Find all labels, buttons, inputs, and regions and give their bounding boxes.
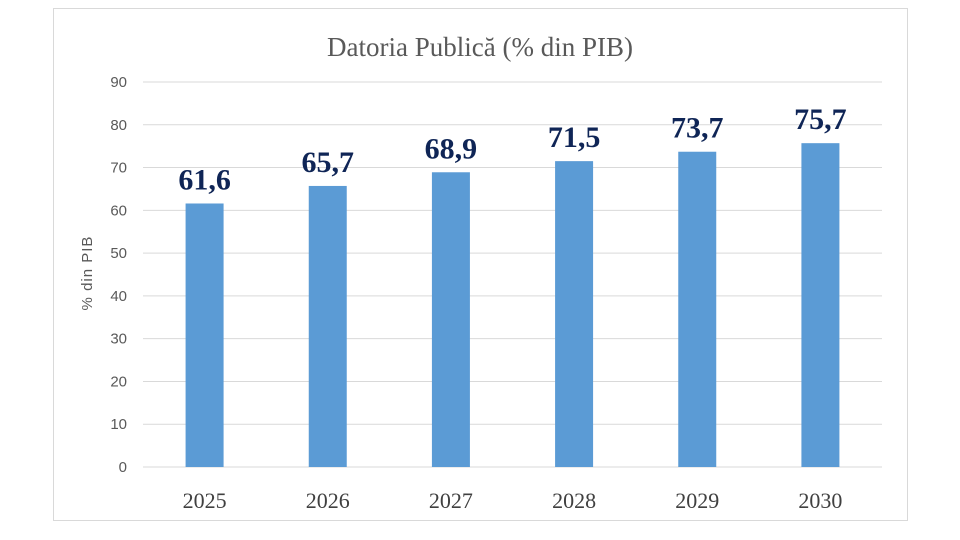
bar-2026 <box>308 185 347 467</box>
y-tick-label: 70 <box>110 160 127 177</box>
y-tick-label: 60 <box>110 202 127 219</box>
data-label-2028: 71,5 <box>548 121 601 154</box>
y-tick-label: 80 <box>110 117 127 134</box>
bar-2028 <box>555 161 594 467</box>
y-tick-label: 0 <box>119 459 127 476</box>
bar-2025 <box>185 203 224 467</box>
y-axis-label: % din PIB <box>79 236 96 311</box>
y-tick-label: 30 <box>110 331 127 348</box>
chart-title: Datoria Publică (% din PIB) <box>327 32 633 62</box>
y-tick-label: 40 <box>110 288 127 305</box>
y-tick-label: 90 <box>110 74 127 91</box>
bar-2030 <box>801 143 840 467</box>
x-tick-label: 2025 <box>183 488 227 513</box>
bar-2029 <box>678 151 717 467</box>
data-label-2025: 61,6 <box>178 163 231 196</box>
y-tick-label: 50 <box>110 245 127 262</box>
x-tick-label: 2027 <box>429 488 473 513</box>
data-label-2029: 73,7 <box>671 112 724 145</box>
y-tick-label: 10 <box>110 416 127 433</box>
x-tick-label: 2029 <box>675 488 719 513</box>
data-label-2026: 65,7 <box>302 146 355 179</box>
data-label-2027: 68,9 <box>425 132 478 165</box>
y-tick-label: 20 <box>110 373 127 390</box>
x-tick-label: 2030 <box>798 488 842 513</box>
bar-2027 <box>431 172 470 467</box>
data-label-2030: 75,7 <box>794 103 847 136</box>
x-tick-label: 2028 <box>552 488 596 513</box>
x-tick-label: 2026 <box>306 488 350 513</box>
